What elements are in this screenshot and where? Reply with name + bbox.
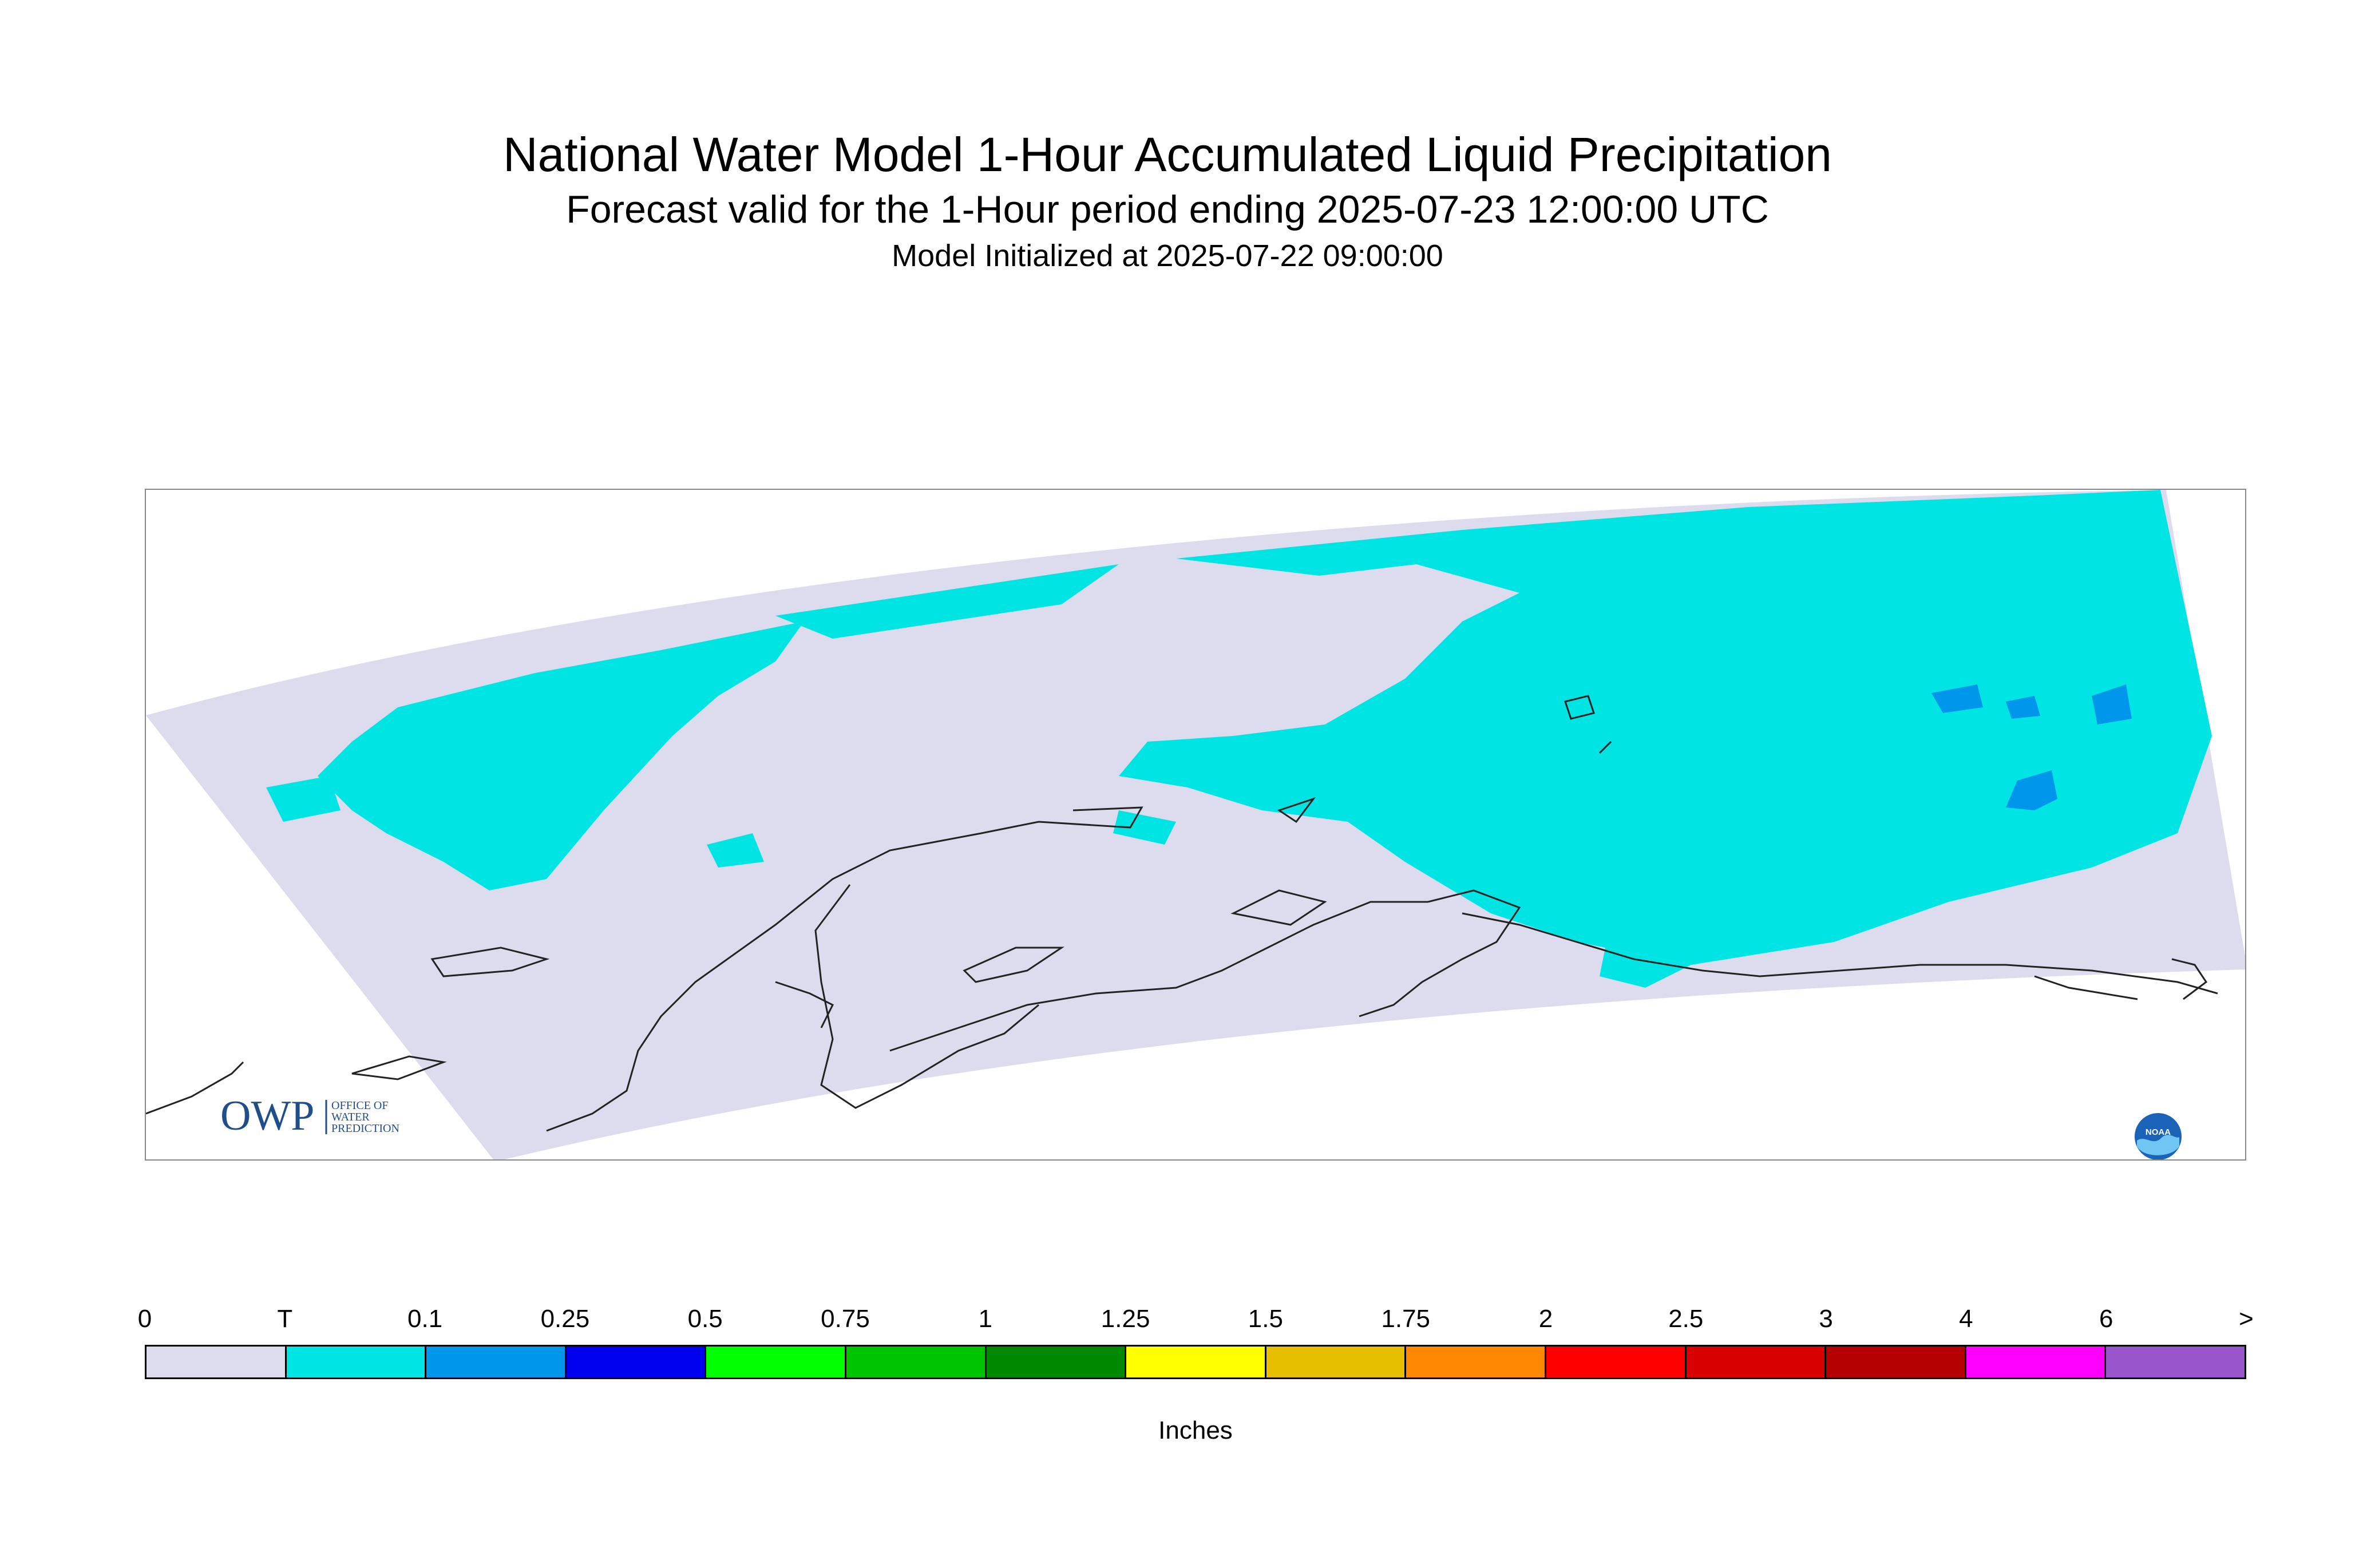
legend-swatch [426, 1347, 567, 1377]
legend-swatch [1406, 1347, 1546, 1377]
legend-tick-label: T [277, 1305, 293, 1333]
legend-tick-row: 0 T 0.1 0.25 0.5 0.75 1 1.25 1.5 1.75 2 2.5 3 4 6 > [138, 1305, 2254, 1339]
legend-tick-label: 0.75 [821, 1305, 870, 1333]
legend-tick-label: 0.1 [407, 1305, 443, 1333]
title-block: National Water Model 1-Hour Accumulated … [149, 126, 2186, 276]
color-legend: 0 T 0.1 0.25 0.5 0.75 1 1.25 1.5 1.75 2 2.5 3 4 6 > Inc… [138, 1305, 2254, 1444]
trace-precip-regions [266, 490, 2212, 988]
owp-logo-text-1: OFFICE OF [331, 1099, 388, 1112]
legend-tick-label: 1.75 [1381, 1305, 1431, 1333]
legend-tick-label: 2.5 [1668, 1305, 1704, 1333]
legend-swatch [846, 1347, 987, 1377]
legend-swatch [566, 1347, 707, 1377]
legend-swatch [1126, 1347, 1266, 1377]
legend-tick-label: 3 [1819, 1305, 1833, 1333]
legend-tick-label: 0 [137, 1305, 152, 1333]
legend-swatch [1686, 1347, 1827, 1377]
legend-swatch [147, 1347, 287, 1377]
legend-tick-label: 6 [2099, 1305, 2113, 1333]
legend-tick-label: 1.25 [1101, 1305, 1150, 1333]
legend-swatch [2106, 1347, 2245, 1377]
map-subtitle-init-time: Model Initialized at 2025-07-22 09:00:00 [892, 239, 1443, 273]
map-subtitle-valid-time: Forecast valid for the 1-Hour period end… [566, 188, 1769, 231]
legend-tick-label: > [2239, 1305, 2254, 1333]
legend-swatch [1826, 1347, 1966, 1377]
light-precip-regions [1931, 684, 2132, 810]
owp-logo-mark: OWP [220, 1096, 314, 1137]
legend-tick-label: 2 [1538, 1305, 1553, 1333]
coastlines [146, 695, 2218, 1132]
legend-tick-label: 0.25 [540, 1305, 590, 1333]
legend-swatch [1546, 1347, 1687, 1377]
owp-logo-text-2: WATER [331, 1111, 370, 1123]
map-canvas [146, 490, 2245, 1159]
map-title: National Water Model 1-Hour Accumulated … [502, 128, 1832, 181]
legend-color-bar [145, 1345, 2246, 1379]
legend-swatch [1266, 1347, 1407, 1377]
legend-tick-label: 1 [978, 1305, 993, 1333]
legend-swatch [706, 1347, 846, 1377]
legend-tick-label: 1.5 [1248, 1305, 1283, 1333]
legend-swatch [286, 1347, 427, 1377]
noaa-logo-mark: NOAA [2146, 1127, 2171, 1137]
owp-logo-text-3: PREDICTION [331, 1122, 399, 1135]
legend-tick-label: 4 [1959, 1305, 1973, 1333]
legend-tick-label: 0.5 [687, 1305, 723, 1333]
legend-swatch [986, 1347, 1127, 1377]
legend-units: Inches [1158, 1416, 1233, 1444]
legend-swatch [1966, 1347, 2107, 1377]
precipitation-map[interactable]: OWP OFFICE OF WATER PREDICTION NOAA [145, 489, 2246, 1161]
